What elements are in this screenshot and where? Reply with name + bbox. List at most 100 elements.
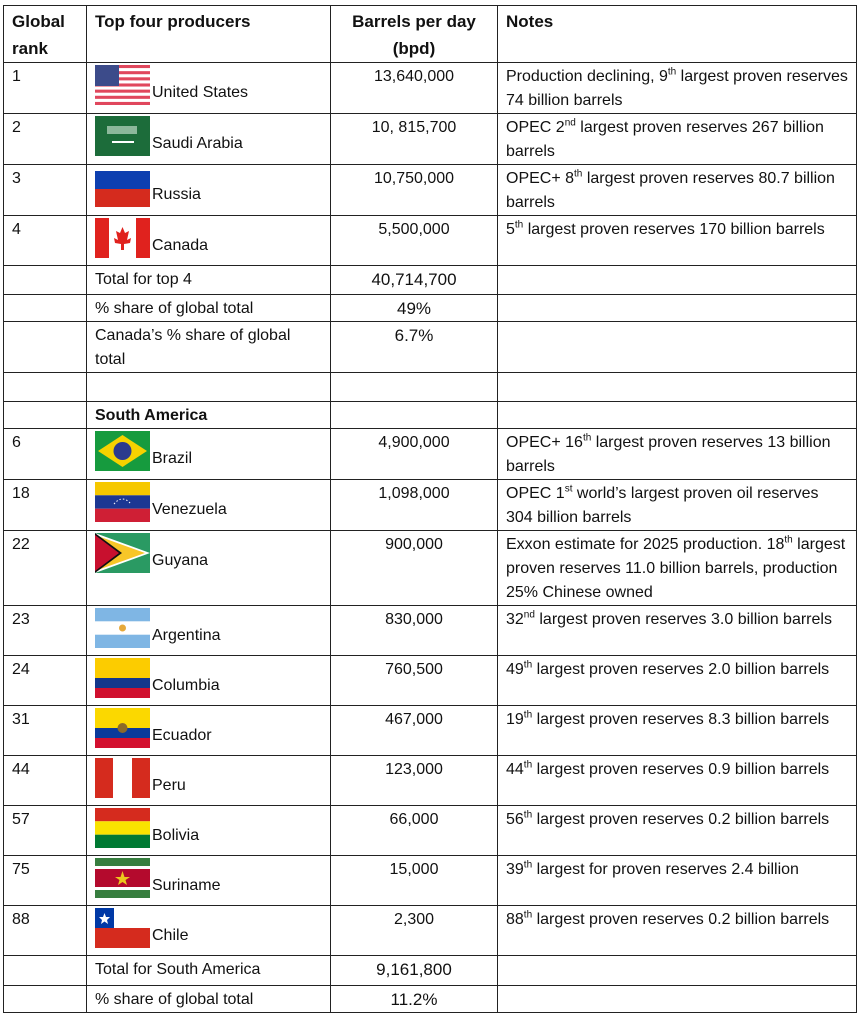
note-text: OPEC+ 16: [506, 434, 583, 451]
table-row: 23 Argentina 830,000 32nd largest proven…: [3, 605, 857, 656]
empty-cell: [497, 985, 857, 1013]
producer-cell: Columbia: [86, 655, 331, 706]
note-text: Exxon estimate for 2025 production. 18: [506, 536, 785, 553]
table-row: 57 Bolivia 66,000 56th largest proven re…: [3, 805, 857, 856]
note-text: 19: [506, 711, 524, 728]
note-text: Production declining, 9: [506, 68, 668, 85]
bpd-cell: 4,900,000: [330, 428, 498, 480]
rank-cell: 24: [3, 655, 87, 706]
summary-row: % share of global total 49%: [3, 294, 857, 322]
summary-label: Total for top 4: [86, 265, 331, 295]
header-row: Global rank Top four producers Barrels p…: [3, 5, 857, 63]
note-text: 56: [506, 811, 524, 828]
ca-flag-icon: [95, 218, 150, 258]
note-ordinal: nd: [564, 117, 576, 129]
note-ordinal: th: [523, 759, 533, 771]
empty-cell: [3, 294, 87, 322]
country-name: Brazil: [152, 450, 193, 467]
note-text: world’s largest proven oil reserves 304 …: [506, 485, 819, 526]
country-name: Suriname: [152, 877, 221, 894]
bpd-cell: 900,000: [330, 530, 498, 606]
producer-cell: Guyana: [86, 530, 331, 606]
summary-row: Total for South America 9,161,800: [3, 955, 857, 986]
producer-cell: Ecuador: [86, 705, 331, 756]
us-flag-icon: [95, 65, 150, 105]
note-text: OPEC 1: [506, 485, 565, 502]
country-name: Bolivia: [152, 827, 200, 844]
country-name: Saudi Arabia: [152, 135, 243, 152]
ec-flag-icon: [95, 708, 150, 748]
bpd-cell: 10, 815,700: [330, 113, 498, 165]
table-row: 4 Canada 5,500,000 5th largest proven re…: [3, 215, 857, 266]
note-text: 5: [506, 221, 515, 238]
rank-cell: 57: [3, 805, 87, 856]
bpd-cell: 467,000: [330, 705, 498, 756]
bpd-cell: 1,098,000: [330, 479, 498, 531]
note-text: OPEC+ 8: [506, 170, 575, 187]
note-text: largest proven reserves 2.0 billion barr…: [532, 661, 830, 678]
table-row: 31 Ecuador 467,000 19th largest proven r…: [3, 705, 857, 756]
note-text: OPEC 2: [506, 119, 565, 136]
rank-cell: 75: [3, 855, 87, 906]
rank-cell: 31: [3, 705, 87, 756]
table-row: 18 Venezuela 1,098,000 OPEC 1st world’s …: [3, 479, 857, 531]
country-name: Russia: [152, 186, 201, 203]
oil-producers-table: Global rank Top four producers Barrels p…: [3, 5, 857, 1013]
cl-flag-icon: [95, 908, 150, 948]
summary-label: Canada’s % share of global total: [86, 321, 331, 373]
producer-cell: Argentina: [86, 605, 331, 656]
notes-cell: 5th largest proven reserves 170 billion …: [497, 215, 857, 266]
bpd-cell: 66,000: [330, 805, 498, 856]
gy-flag-icon: [95, 533, 150, 573]
table-row: 3 Russia 10,750,000 OPEC+ 8th largest pr…: [3, 164, 857, 216]
empty-cell: [3, 985, 87, 1013]
rank-cell: 88: [3, 905, 87, 956]
producer-cell: Venezuela: [86, 479, 331, 531]
producer-cell: Chile: [86, 905, 331, 956]
note-ordinal: th: [582, 432, 592, 444]
note-ordinal: th: [523, 909, 533, 921]
note-text: largest proven reserves 170 billion barr…: [523, 221, 825, 238]
notes-cell: OPEC+ 8th largest proven reserves 80.7 b…: [497, 164, 857, 216]
table-row: 75 Suriname 15,000 39th largest for prov…: [3, 855, 857, 906]
notes-cell: 44th largest proven reserves 0.9 billion…: [497, 755, 857, 806]
ar-flag-icon: [95, 608, 150, 648]
producer-cell: Canada: [86, 215, 331, 266]
note-ordinal: st: [564, 483, 573, 495]
rank-cell: 1: [3, 62, 87, 114]
note-text: 44: [506, 761, 524, 778]
notes-cell: 19th largest proven reserves 8.3 billion…: [497, 705, 857, 756]
bpd-cell: 830,000: [330, 605, 498, 656]
rank-cell: 22: [3, 530, 87, 606]
bo-flag-icon: [95, 808, 150, 848]
country-name: United States: [152, 84, 249, 101]
table-row: 44 Peru 123,000 44th largest proven rese…: [3, 755, 857, 806]
section-heading-row: South America: [3, 401, 857, 429]
br-flag-icon: [95, 431, 150, 471]
summary-value: 40,714,700: [330, 265, 498, 295]
note-ordinal: th: [523, 859, 533, 871]
producer-cell: Peru: [86, 755, 331, 806]
summary-label: % share of global total: [86, 985, 331, 1013]
bpd-cell: 123,000: [330, 755, 498, 806]
header-bpd: Barrels per day (bpd): [330, 5, 498, 63]
table-row: 6 Brazil 4,900,000 OPEC+ 16th largest pr…: [3, 428, 857, 480]
note-text: largest proven reserves 267 billion barr…: [506, 119, 824, 160]
country-name: Ecuador: [152, 727, 212, 744]
note-text: largest proven reserves 3.0 billion barr…: [534, 611, 832, 628]
producer-cell: Saudi Arabia: [86, 113, 331, 165]
note-ordinal: th: [574, 168, 583, 180]
note-ordinal: th: [514, 219, 524, 231]
note-text: largest proven reserves 0.9 billion barr…: [532, 761, 830, 778]
empty-cell: [497, 321, 857, 373]
producer-cell: Russia: [86, 164, 331, 216]
pe-flag-icon: [95, 758, 150, 798]
summary-row: Canada’s % share of global total 6.7%: [3, 321, 857, 373]
summary-label: Total for South America: [86, 955, 331, 986]
table-row: 22 Guyana 900,000 Exxon estimate for 202…: [3, 530, 857, 606]
ru-flag-icon: [95, 167, 150, 207]
empty-cell: [497, 955, 857, 986]
note-ordinal: th: [523, 809, 533, 821]
sr-flag-icon: [95, 858, 150, 898]
empty-cell: [3, 321, 87, 373]
